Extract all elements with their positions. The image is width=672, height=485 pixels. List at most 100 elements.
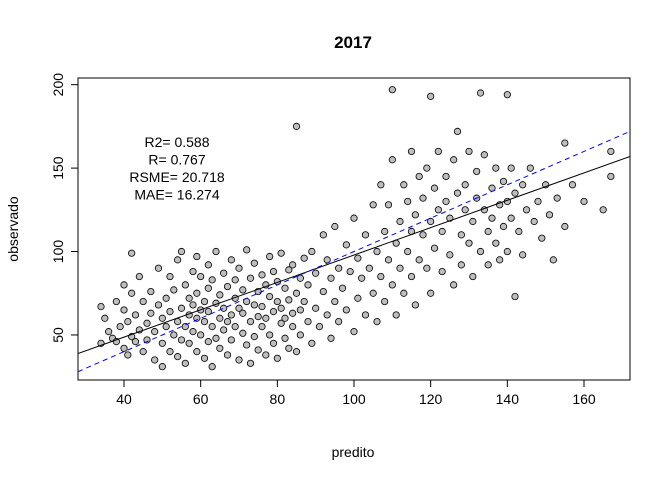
data-point (174, 353, 182, 361)
data-point (162, 294, 170, 302)
data-point (526, 164, 534, 172)
data-point (599, 206, 607, 214)
y-axis: 50 100 150 200 (50, 73, 79, 343)
data-point (419, 231, 427, 239)
data-point (473, 167, 481, 176)
data-point (411, 301, 419, 309)
data-point (124, 318, 132, 326)
data-point (120, 344, 128, 352)
data-point (239, 309, 247, 317)
data-point (208, 363, 216, 371)
data-point (193, 314, 201, 322)
stat-line: RSME= 20.718 (129, 169, 225, 185)
x-axis: 40 60 80 100 120 140 160 (116, 379, 596, 407)
data-point (101, 314, 109, 322)
data-point (235, 264, 243, 272)
x-axis-label: predito (332, 444, 375, 460)
data-point (139, 348, 147, 356)
data-point (308, 339, 316, 347)
data-point (469, 217, 477, 226)
data-point (396, 217, 404, 226)
data-point (430, 244, 439, 252)
data-point (204, 284, 212, 292)
data-point (258, 323, 266, 331)
data-point (254, 346, 262, 354)
data-point (404, 247, 412, 256)
data-point (519, 181, 527, 189)
data-point (292, 122, 301, 130)
data-point (484, 261, 492, 269)
data-point (545, 211, 554, 219)
data-point (446, 251, 454, 259)
data-point (158, 339, 166, 347)
data-point (204, 261, 212, 269)
data-point (227, 256, 235, 264)
identity-line (78, 130, 630, 373)
data-point (561, 222, 569, 231)
data-point (170, 331, 178, 339)
data-point (223, 282, 232, 291)
data-point (139, 297, 147, 306)
data-point (530, 217, 538, 226)
data-point (438, 267, 446, 276)
data-point (124, 351, 132, 359)
data-point (469, 272, 477, 281)
data-point (204, 338, 212, 346)
data-point (243, 341, 251, 349)
data-point (423, 264, 431, 272)
data-point (415, 172, 423, 181)
reference-lines (78, 130, 630, 373)
data-point (381, 297, 389, 306)
data-point (189, 267, 197, 276)
data-point (235, 356, 243, 364)
data-point (476, 247, 485, 256)
data-point (147, 287, 155, 296)
data-point (289, 309, 297, 317)
data-point (289, 261, 297, 269)
data-point (158, 314, 166, 322)
data-point (377, 181, 385, 189)
data-point (450, 281, 458, 289)
data-point (177, 247, 186, 256)
data-point (277, 249, 285, 257)
data-point (392, 311, 400, 319)
data-point (227, 311, 235, 319)
data-point (465, 147, 473, 156)
data-point (185, 339, 193, 347)
data-point (162, 323, 170, 331)
data-point (350, 214, 358, 222)
data-point (120, 281, 128, 289)
data-point (404, 197, 412, 206)
data-point (549, 256, 557, 264)
y-tick-label: 150 (50, 156, 66, 180)
data-point (361, 311, 370, 319)
data-point (384, 256, 393, 264)
data-point (266, 292, 274, 301)
data-point (135, 272, 143, 281)
data-point (308, 247, 316, 256)
data-point (561, 139, 569, 147)
stat-line: R= 0.767 (148, 152, 205, 168)
data-point (185, 294, 193, 302)
data-point (434, 147, 442, 156)
data-point (216, 291, 224, 299)
scatter-points (97, 86, 615, 371)
data-point (465, 239, 473, 247)
data-point (522, 206, 531, 214)
data-point (193, 289, 201, 297)
data-point (430, 184, 439, 192)
data-point (315, 323, 324, 331)
data-point (496, 256, 504, 264)
data-point (361, 231, 370, 239)
data-point (174, 318, 182, 326)
data-point (396, 264, 404, 272)
data-point (154, 264, 163, 272)
data-point (143, 336, 151, 344)
data-point (519, 251, 527, 259)
x-tick-label: 140 (496, 391, 520, 407)
data-point (235, 304, 243, 312)
data-point (488, 214, 496, 222)
data-point (300, 254, 308, 262)
regression-line (78, 156, 630, 355)
data-point (197, 331, 205, 339)
